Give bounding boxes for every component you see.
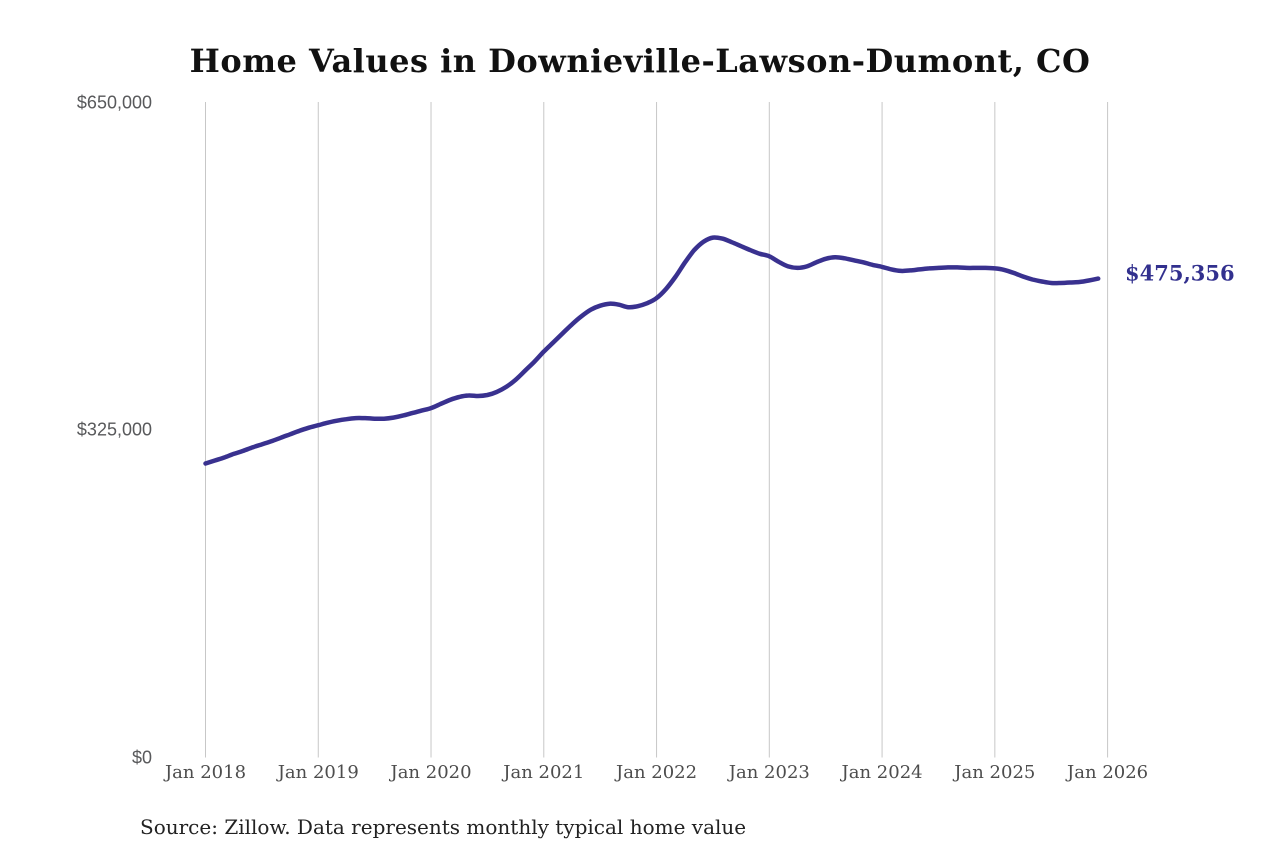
chart-title: Home Values in Downieville-Lawson-Dumont… bbox=[189, 42, 1091, 80]
x-tick-label: Jan 2019 bbox=[277, 762, 359, 783]
gridlines bbox=[205, 102, 1109, 758]
source-note: Source: Zillow. Data represents monthly … bbox=[140, 815, 747, 839]
home-value-line-series bbox=[203, 235, 1101, 466]
x-tick-label: Jan 2018 bbox=[164, 762, 247, 783]
x-tick-label: Jan 2021 bbox=[503, 762, 585, 783]
latest-value-label: $475,356 bbox=[1125, 260, 1235, 286]
y-tick-label: $650,000 bbox=[76, 92, 152, 112]
x-tick-label: Jan 2026 bbox=[1067, 762, 1149, 783]
x-tick-label: Jan 2024 bbox=[841, 762, 923, 783]
y-tick-label: $0 bbox=[131, 747, 152, 768]
x-tick-label: Jan 2023 bbox=[728, 762, 810, 783]
x-tick-label: Jan 2025 bbox=[954, 762, 1036, 783]
y-tick-label: $325,000 bbox=[76, 419, 152, 440]
x-tick-label: Jan 2022 bbox=[616, 762, 698, 783]
x-tick-label: Jan 2020 bbox=[390, 762, 472, 783]
